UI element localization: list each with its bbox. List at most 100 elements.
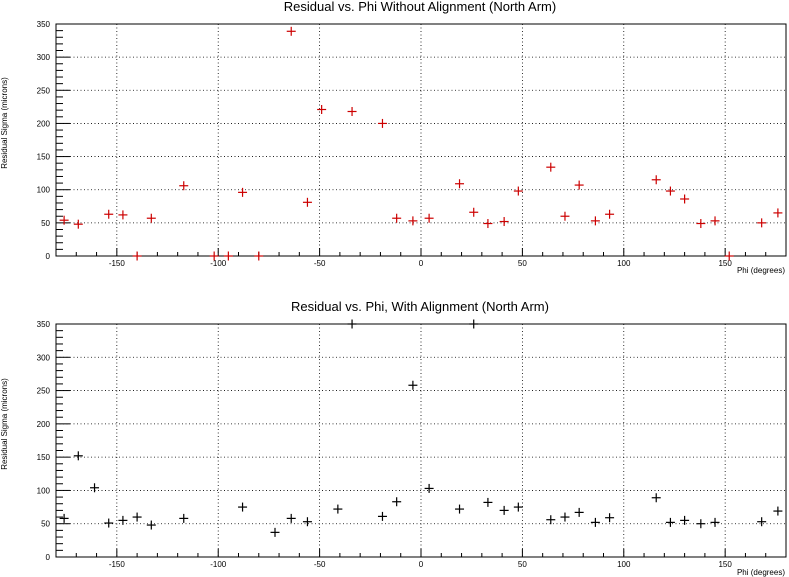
y-tick-label: 250 — [37, 86, 51, 95]
data-point — [574, 180, 584, 190]
data-point — [424, 483, 434, 493]
data-point — [377, 511, 387, 521]
x-tick-label: 50 — [518, 560, 527, 569]
chart-title-with-alignment: Residual vs. Phi, With Alignment (North … — [291, 299, 549, 314]
data-point — [104, 209, 114, 219]
x-axis-label-without-alignment: Phi (degrees) — [737, 266, 785, 275]
data-point — [665, 186, 675, 196]
x-tick-label: -150 — [109, 259, 126, 268]
data-point — [302, 197, 312, 207]
y-tick-label: 0 — [46, 252, 51, 261]
data-point — [605, 513, 615, 523]
x-tick-label: -100 — [210, 259, 227, 268]
x-tick-label: 150 — [718, 259, 732, 268]
data-point — [590, 517, 600, 527]
y-tick-label: 300 — [37, 53, 51, 62]
data-point — [560, 211, 570, 221]
data-point — [574, 507, 584, 517]
data-point — [773, 506, 783, 516]
data-point — [73, 451, 83, 461]
data-point — [118, 210, 128, 220]
data-point — [333, 504, 343, 514]
data-point — [179, 513, 189, 523]
y-tick-label: 200 — [37, 119, 51, 128]
y-tick-label: 0 — [46, 553, 51, 562]
data-point — [270, 527, 280, 537]
data-point — [469, 207, 479, 217]
x-tick-label: 0 — [419, 259, 424, 268]
chart-panel-with-alignment: Residual vs. Phi, With Alignment (North … — [0, 299, 787, 577]
y-axis-label-without-alignment: Residual Sigma (microns) — [0, 77, 9, 169]
data-point — [651, 493, 661, 503]
y-tick-label: 150 — [37, 153, 51, 162]
data-point — [483, 219, 493, 229]
data-point — [665, 517, 675, 527]
x-tick-label: 0 — [419, 560, 424, 569]
y-tick-label: 350 — [37, 320, 51, 329]
x-tick-label: -100 — [210, 560, 227, 569]
data-point — [710, 517, 720, 527]
data-point — [680, 515, 690, 525]
data-point — [347, 319, 357, 329]
data-point — [757, 218, 767, 228]
data-point — [238, 187, 248, 197]
data-point — [499, 217, 509, 227]
data-point — [254, 251, 264, 261]
data-point — [499, 505, 509, 515]
data-point — [680, 194, 690, 204]
data-point — [59, 215, 69, 225]
x-tick-label: 100 — [617, 259, 631, 268]
data-point — [132, 512, 142, 522]
data-point — [59, 513, 69, 523]
y-tick-label: 50 — [41, 520, 50, 529]
y-tick-label: 250 — [37, 387, 51, 396]
x-tick-label: 50 — [518, 259, 527, 268]
chart-panel-without-alignment: Residual vs. Phi Without Alignment (Nort… — [0, 0, 787, 275]
data-point — [73, 219, 83, 229]
data-point — [90, 483, 100, 493]
data-point — [223, 251, 233, 261]
data-point — [455, 179, 465, 189]
data-point — [347, 106, 357, 116]
data-point — [590, 216, 600, 226]
x-axis-label-with-alignment: Phi (degrees) — [737, 568, 785, 577]
data-point — [773, 208, 783, 218]
y-tick-label: 350 — [37, 20, 51, 29]
data-point — [179, 181, 189, 191]
data-point — [286, 26, 296, 36]
y-tick-label: 100 — [37, 486, 51, 495]
y-tick-label: 100 — [37, 186, 51, 195]
data-point — [696, 219, 706, 229]
y-axis-label-with-alignment: Residual Sigma (microns) — [0, 378, 9, 470]
x-tick-label: 100 — [617, 560, 631, 569]
data-point — [724, 251, 734, 261]
data-point — [146, 520, 156, 530]
x-tick-label: 150 — [718, 560, 732, 569]
y-tick-label: 200 — [37, 420, 51, 429]
data-point — [392, 497, 402, 507]
x-tick-label: -50 — [314, 560, 326, 569]
data-point — [469, 319, 479, 329]
y-tick-label: 300 — [37, 353, 51, 362]
data-point — [104, 518, 114, 528]
data-point — [710, 216, 720, 226]
data-point — [118, 515, 128, 525]
data-point — [302, 517, 312, 527]
data-point — [408, 380, 418, 390]
data-point — [513, 186, 523, 196]
x-tick-label: -50 — [314, 259, 326, 268]
data-point — [560, 512, 570, 522]
x-tick-label: -150 — [109, 560, 126, 569]
data-point — [513, 502, 523, 512]
data-point — [146, 213, 156, 223]
y-tick-label: 50 — [41, 219, 50, 228]
data-point — [651, 175, 661, 185]
data-point — [757, 517, 767, 527]
data-point — [209, 251, 219, 261]
data-point — [424, 213, 434, 223]
data-point — [483, 497, 493, 507]
data-point — [696, 519, 706, 529]
data-point — [392, 213, 402, 223]
data-point — [546, 162, 556, 172]
